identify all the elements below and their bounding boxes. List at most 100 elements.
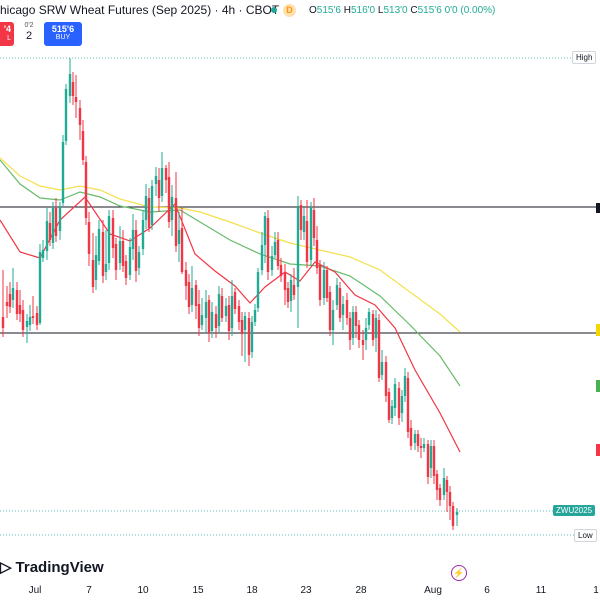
candle xyxy=(68,58,72,103)
candle-body xyxy=(187,282,191,307)
candle xyxy=(41,240,45,262)
candle-body xyxy=(442,478,446,495)
candle-body xyxy=(384,362,388,396)
candle-body xyxy=(357,325,361,340)
candle-body xyxy=(137,252,141,268)
candle xyxy=(351,306,355,345)
candle-body xyxy=(91,260,95,287)
candle-body xyxy=(240,320,244,334)
candle xyxy=(121,230,125,272)
candle-body xyxy=(403,376,407,396)
candle-body xyxy=(144,196,148,220)
ohlc-high-value: 516'0 xyxy=(350,5,376,16)
candle xyxy=(273,232,277,258)
candle-body xyxy=(64,89,68,141)
ma-marker-red xyxy=(596,444,600,456)
candle xyxy=(220,288,224,322)
tradingview-logo[interactable]: ▷ TradingView xyxy=(0,556,104,578)
chart-header: hicago SRW Wheat Futures (Sep 2025) · 4h… xyxy=(0,0,600,20)
candle-body xyxy=(338,288,342,318)
candle-body xyxy=(200,315,204,325)
candle xyxy=(84,156,88,225)
buy-button[interactable]: 515'6 BUY xyxy=(44,22,82,46)
candle-body xyxy=(87,222,91,254)
delayed-badge[interactable]: D xyxy=(283,4,296,17)
candle-body xyxy=(58,206,62,231)
candle xyxy=(289,274,293,312)
candle xyxy=(38,244,42,325)
candle-body xyxy=(435,474,439,490)
candle-body xyxy=(380,362,384,375)
candle-body xyxy=(445,480,449,492)
low-price-label: Low xyxy=(574,529,597,542)
moving-average-red-line xyxy=(0,196,461,453)
chart-grid xyxy=(0,57,596,536)
market-status-dot xyxy=(271,7,277,13)
ohlc-change: 0'0 (0.00%) xyxy=(444,5,496,16)
candle-body xyxy=(128,247,132,275)
candle xyxy=(429,440,433,478)
candle xyxy=(204,290,208,333)
ohlc-low-label: L xyxy=(377,5,384,16)
sell-button[interactable]: '4 L xyxy=(0,22,14,46)
ohlc-legend: O515'6 H516'0 L513'0 C515'6 0'0 (0.00%) xyxy=(309,5,495,16)
candle-body xyxy=(367,312,371,325)
candle xyxy=(160,152,164,202)
candle xyxy=(380,350,384,380)
candle-body xyxy=(207,300,211,333)
candle-body xyxy=(45,221,49,251)
candle xyxy=(18,290,22,322)
candle-body xyxy=(114,244,118,270)
price-chart[interactable] xyxy=(0,0,600,580)
candle-body xyxy=(28,317,32,325)
candle xyxy=(25,314,29,343)
candle-body xyxy=(302,216,306,232)
candle xyxy=(387,388,391,423)
last-price-symbol-label: ZWU2025 xyxy=(553,505,596,516)
candle-body xyxy=(107,216,111,263)
candle-body xyxy=(157,180,161,198)
symbol-title[interactable]: hicago SRW Wheat Futures (Sep 2025) · 4h… xyxy=(0,3,280,17)
buy-price: 515'6 xyxy=(51,24,75,34)
candle-body xyxy=(230,296,234,328)
candle-body xyxy=(224,306,228,316)
candle-body xyxy=(429,446,433,468)
candle xyxy=(197,290,201,336)
candle-body xyxy=(147,198,151,228)
logo-mark-icon: ▷ xyxy=(0,559,12,576)
candle xyxy=(403,368,407,402)
candle-body xyxy=(318,265,322,300)
candle xyxy=(312,198,316,246)
candle-body xyxy=(35,313,39,325)
lightning-icon[interactable]: ⚡ xyxy=(451,565,467,581)
candle xyxy=(315,226,319,274)
candle-body xyxy=(8,294,12,307)
candle-body xyxy=(233,292,237,309)
candle-body xyxy=(325,270,329,298)
candle-body xyxy=(48,223,52,240)
candle xyxy=(422,438,426,452)
candle xyxy=(81,120,85,165)
candle xyxy=(214,306,218,338)
candle xyxy=(299,200,303,240)
candle xyxy=(448,486,452,520)
time-tick-label: 15 xyxy=(192,585,204,596)
candle xyxy=(227,296,231,340)
candle xyxy=(114,238,118,280)
candle xyxy=(276,232,280,270)
candle xyxy=(1,270,5,337)
candle xyxy=(230,280,234,336)
candle-body xyxy=(111,218,115,248)
candle xyxy=(442,468,446,500)
candle xyxy=(270,246,274,276)
ma-marker-green xyxy=(596,380,600,392)
candle xyxy=(400,390,404,422)
time-axis[interactable]: Jul 7 10 15 18 23 28 Aug 6 11 1 xyxy=(0,580,600,600)
candle-body xyxy=(247,318,251,355)
candle xyxy=(345,293,349,325)
candle-body xyxy=(345,300,349,318)
candle xyxy=(279,258,283,282)
candles[interactable] xyxy=(1,58,459,530)
candle xyxy=(154,167,158,196)
candle xyxy=(35,306,39,330)
